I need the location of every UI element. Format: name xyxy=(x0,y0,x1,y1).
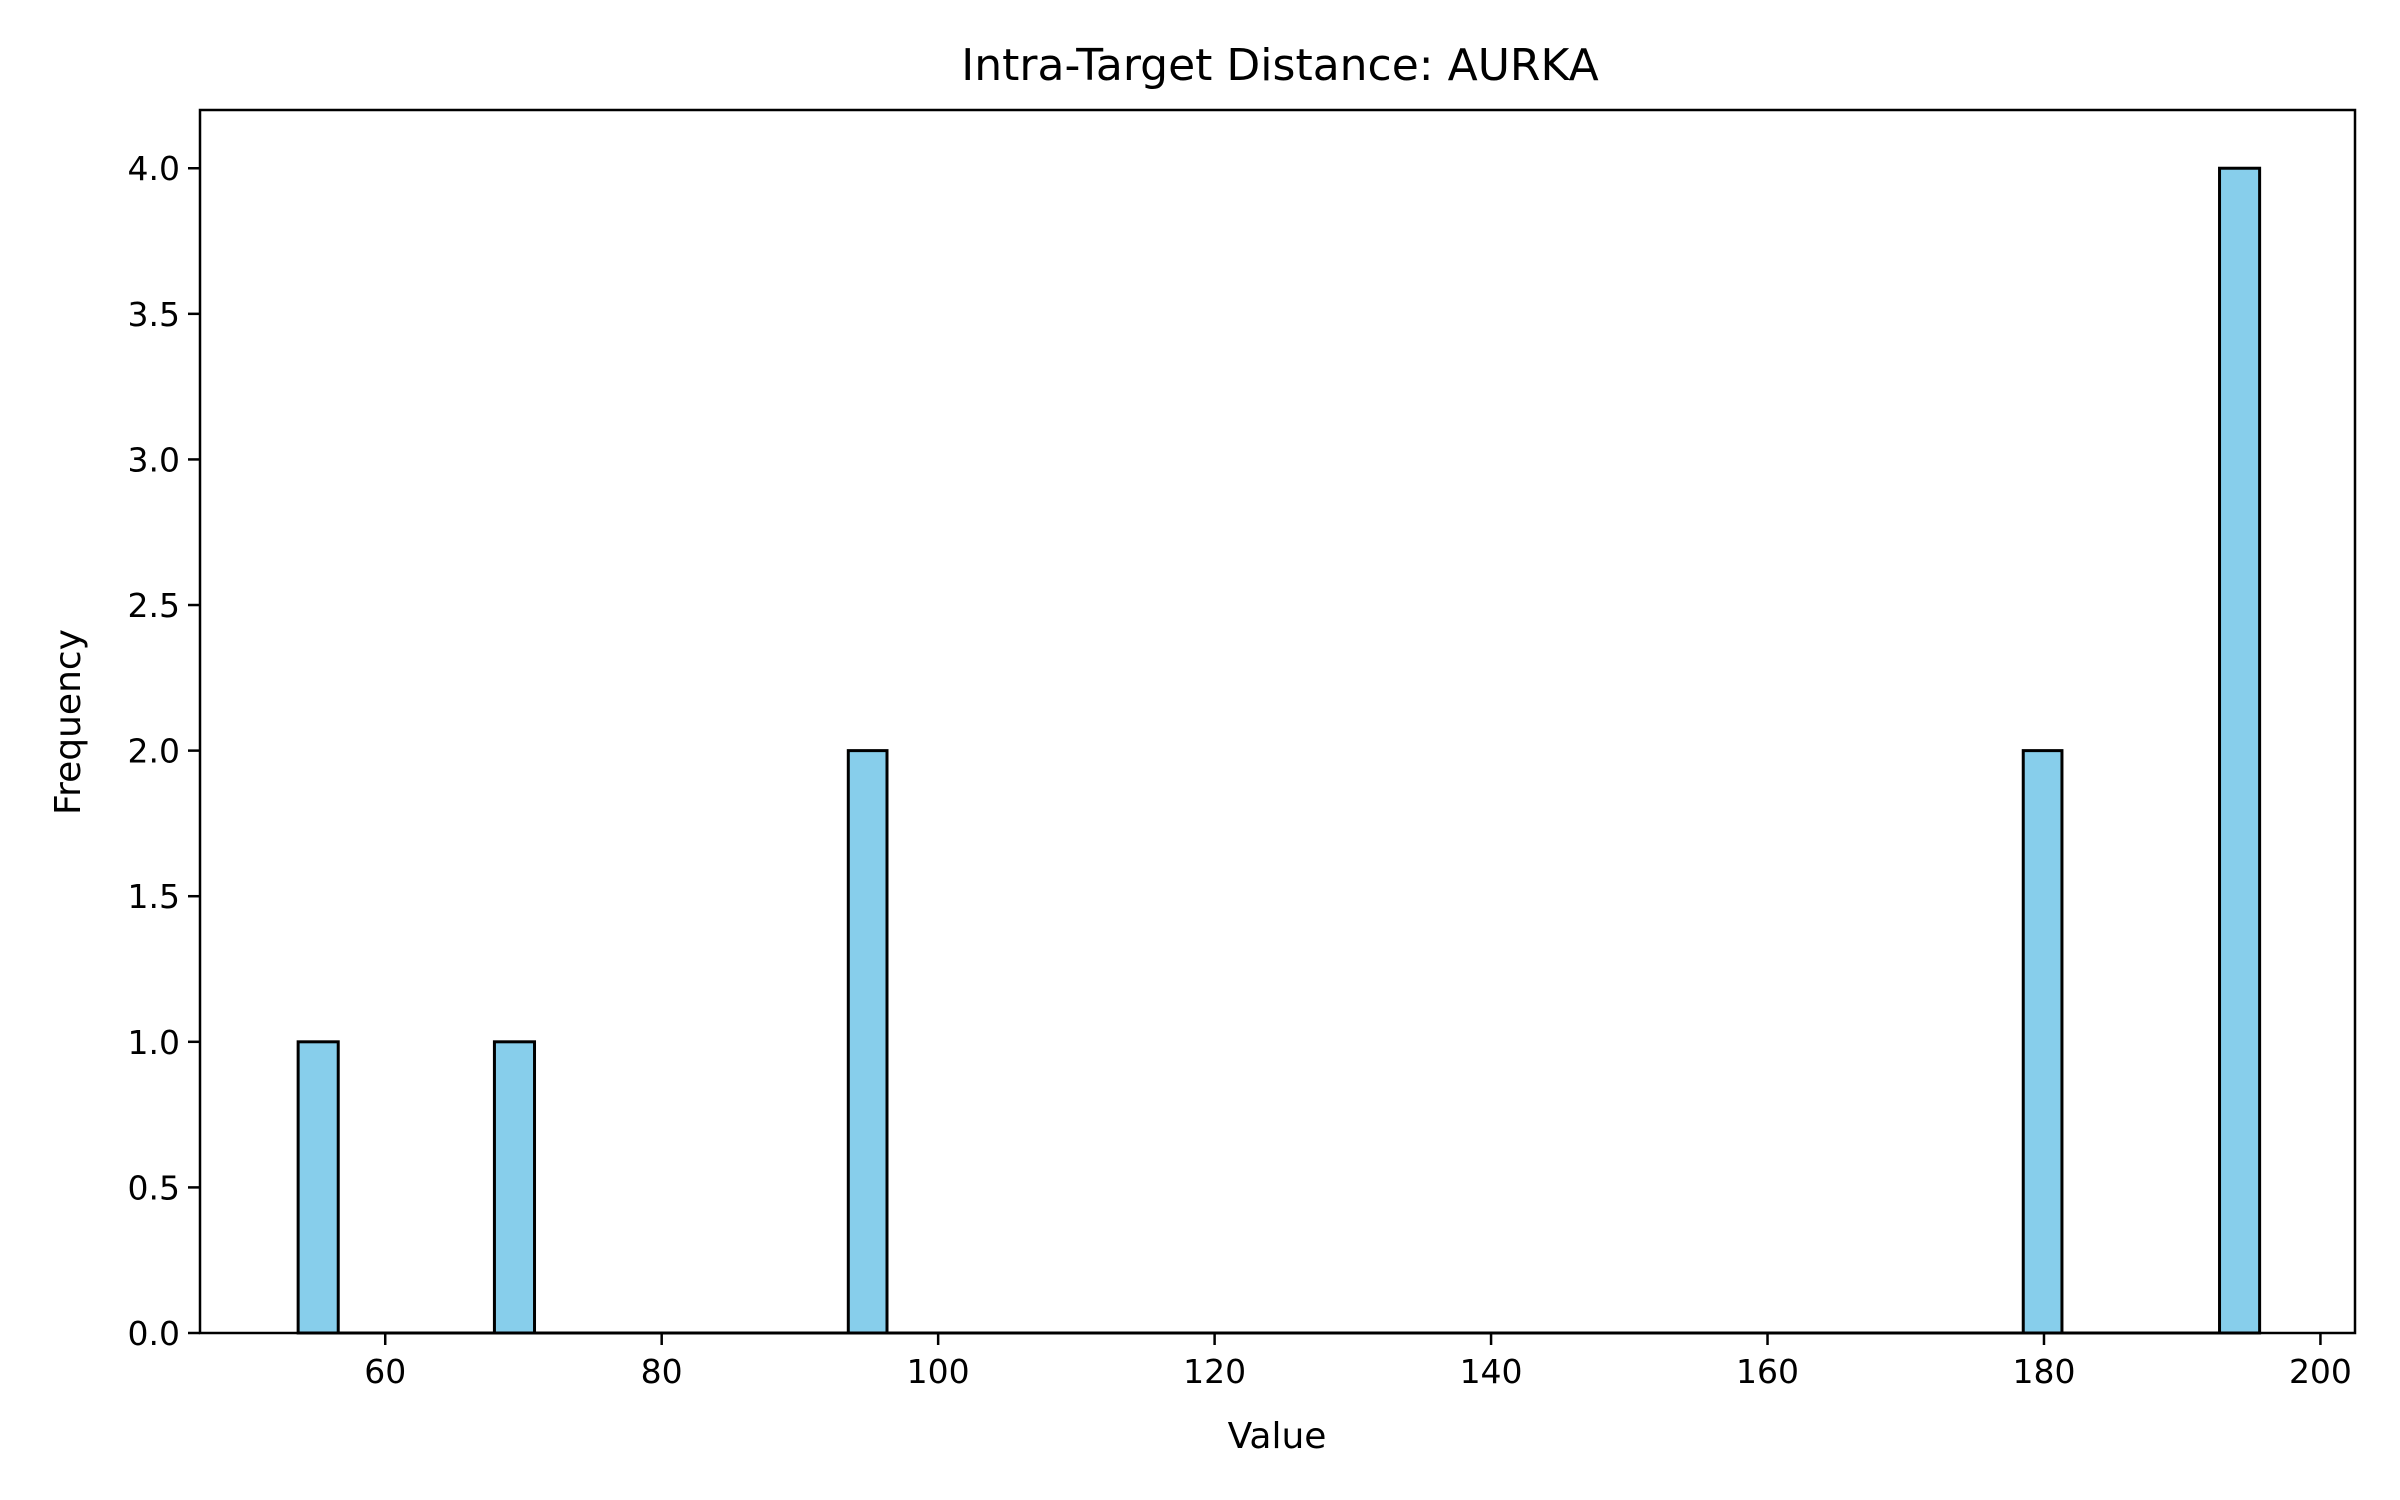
histogram-bar xyxy=(846,749,889,1335)
y-tick-label: 0.0 xyxy=(128,1314,180,1353)
x-tick-label: 120 xyxy=(1183,1352,1246,1391)
x-tick-label: 180 xyxy=(2012,1352,2075,1391)
y-tick-label: 3.0 xyxy=(128,440,180,479)
histogram-bar xyxy=(492,1040,537,1335)
y-axis-label: Frequency xyxy=(48,629,89,815)
x-axis-label: Value xyxy=(1228,1416,1327,1457)
x-tick-label: 200 xyxy=(2289,1352,2352,1391)
x-tick-label: 60 xyxy=(364,1352,406,1391)
y-tick-label: 2.0 xyxy=(128,732,180,771)
x-tick-label: 140 xyxy=(1460,1352,1523,1391)
histogram-bar xyxy=(2021,749,2064,1335)
histogram-bar xyxy=(2218,166,2262,1335)
x-axis-ticks: 60 80 100 120 140 160 180 200 xyxy=(364,1333,2352,1391)
y-tick-label: 3.5 xyxy=(128,295,180,334)
y-tick-label: 2.5 xyxy=(128,586,180,625)
y-tick-label: 0.5 xyxy=(128,1168,180,1207)
x-tick-label: 80 xyxy=(641,1352,683,1391)
y-tick-label: 4.0 xyxy=(128,149,180,188)
x-tick-label: 100 xyxy=(907,1352,970,1391)
y-axis-ticks: 0.0 0.5 1.0 1.5 2.0 2.5 3.0 3.5 4.0 xyxy=(128,149,200,1353)
y-tick-label: 1.5 xyxy=(128,877,180,916)
y-tick-label: 1.0 xyxy=(128,1023,180,1062)
chart-title: Intra-Target Distance: AURKA xyxy=(961,40,1598,91)
x-tick-label: 160 xyxy=(1736,1352,1799,1391)
plot-frame xyxy=(198,108,2357,1335)
histogram-bar xyxy=(296,1040,340,1335)
